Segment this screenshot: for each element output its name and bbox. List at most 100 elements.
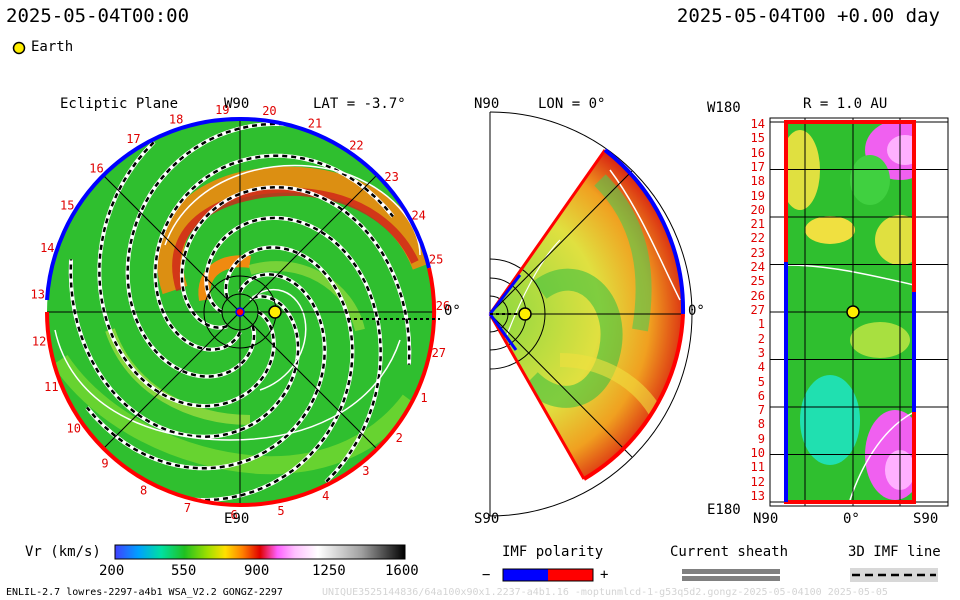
model-footer: ENLIL-2.7 lowres-2297-a4b1 WSA_V2.2 GONG… (6, 587, 283, 598)
ecliptic-right-angle: 0° (444, 303, 461, 319)
carrington-tick: 21 (308, 116, 322, 130)
at-earth-y-tick: 22 (750, 231, 765, 246)
at-earth-y-tick: 24 (750, 260, 765, 275)
at-earth-top-label: W180 (707, 100, 741, 116)
carrington-tick: 2 (396, 431, 403, 445)
at-earth-y-tick: 2 (757, 331, 765, 346)
imf-line (86, 273, 326, 470)
carrington-tick: 15 (60, 198, 74, 212)
at-earth-x-label-0: 0° (843, 511, 860, 527)
ecliptic-rim-positive-2 (45, 311, 241, 507)
current-sheath-label: Current sheath (670, 544, 789, 560)
earth-legend-label: Earth (31, 39, 74, 55)
at-earth-y-tick: 25 (750, 274, 765, 289)
meridional-rim-negative (603, 148, 686, 315)
at-earth-y-tick: 9 (757, 431, 765, 446)
ecliptic-rim-negative-2 (45, 116, 241, 301)
vr-tick-550: 550 (171, 563, 197, 579)
vr-tick-1250: 1250 (312, 563, 346, 579)
meridional-texture (504, 169, 681, 424)
ecliptic-title: Ecliptic Plane (60, 96, 179, 112)
at-earth-y-tick: 8 (757, 417, 765, 432)
at-earth-y-tick: 14 (750, 117, 765, 131)
at-earth-y-tick: 12 (750, 474, 765, 489)
imf-minus-label: − (482, 567, 491, 583)
carrington-tick: 20 (262, 104, 276, 118)
carrington-tick: 8 (140, 484, 147, 498)
current-sheath-swatch (682, 569, 780, 581)
imf-positive-swatch (548, 569, 593, 581)
carrington-tick: 14 (40, 241, 54, 255)
earth-legend-icon (12, 41, 26, 55)
meridional-rim-positive (582, 313, 685, 481)
meridional-lon-label: LON = 0° (538, 96, 606, 112)
carrington-tick: 1 (420, 391, 427, 405)
at-earth-y-tick: 18 (750, 174, 765, 189)
ecliptic-panel (45, 116, 440, 508)
at-earth-y-tick: 20 (750, 202, 765, 217)
imf-polarity-label: IMF polarity (502, 544, 604, 560)
carrington-tick: 3 (362, 464, 369, 478)
carrington-tick: 10 (66, 421, 80, 435)
at-earth-y-tick: 13 (750, 489, 765, 503)
at-earth-r-label: R = 1.0 AU (803, 96, 888, 112)
at-earth-y-tick: 6 (757, 388, 765, 403)
imf-line (154, 154, 394, 351)
meridional-right-angle: 0° (688, 303, 705, 319)
at-earth-y-tick: 23 (750, 245, 765, 260)
at-earth-y-tick: 19 (750, 188, 765, 203)
at-earth-y-tick: 10 (750, 446, 765, 461)
carrington-tick: 26 (436, 299, 450, 313)
vr-label: Vr (km/s) (25, 544, 101, 560)
carrington-tick: 22 (349, 139, 363, 153)
at-earth-y-tick: 15 (750, 131, 765, 146)
carrington-tick: 17 (126, 132, 140, 146)
at-earth-panel (769, 117, 949, 507)
imf-line-label: 3D IMF line (848, 544, 941, 560)
carrington-tick: 5 (277, 504, 284, 518)
carrington-tick: 7 (184, 501, 191, 515)
carrington-tick: 4 (322, 489, 329, 503)
at-earth-y-tick: 21 (750, 217, 765, 232)
at-earth-y-tick: 11 (750, 460, 765, 475)
vr-tick-900: 900 (244, 563, 270, 579)
ecliptic-carrington-ticks: 19 20212223242526271234567891011121314151… (31, 103, 451, 522)
carrington-tick: 27 (432, 346, 446, 360)
ecliptic-top-label: W90 (224, 96, 250, 112)
at-earth-y-tick: 3 (757, 345, 765, 360)
at-earth-y-tick: 1 (757, 317, 765, 332)
imf-line (180, 185, 411, 365)
at-earth-y-tick: 16 (750, 145, 765, 160)
ecliptic-lat-label: LAT = -3.7° (313, 96, 406, 112)
earth-marker-meridional (518, 307, 532, 321)
at-earth-bottom-label: E180 (707, 502, 741, 518)
imf-line (126, 122, 288, 378)
meridional-panel (488, 111, 693, 517)
carrington-tick: 16 (89, 161, 103, 175)
at-earth-y-tick: 27 (750, 303, 765, 317)
vr-tick-200: 200 (99, 563, 125, 579)
meridional-edge-south (488, 313, 586, 480)
vr-colorbar (114, 544, 406, 560)
meridional-outline (489, 111, 693, 517)
carrington-tick: 11 (44, 380, 58, 394)
ecliptic-bottom-label: E90 (224, 511, 250, 527)
earth-marker-at-earth (846, 305, 860, 319)
carrington-tick: 13 (31, 287, 45, 301)
at-earth-frame (769, 117, 949, 507)
carrington-tick: 23 (384, 170, 398, 184)
imf-line (204, 216, 382, 483)
carrington-tick: 6 (230, 508, 237, 522)
imf-line (98, 141, 276, 408)
carrington-tick: 24 (411, 209, 425, 223)
at-earth-y-tick: 17 (750, 159, 765, 174)
meridional-top-label: N90 (474, 96, 500, 112)
timestamp-right: 2025-05-04T00 +0.00 day (676, 5, 940, 27)
vr-tick-1600: 1600 (385, 563, 419, 579)
carrington-tick: 25 (429, 252, 443, 266)
ecliptic-rim-negative-1 (239, 116, 431, 269)
imf-plus-label: + (600, 567, 609, 583)
at-earth-y-tick: 26 (750, 288, 765, 303)
carrington-tick: 18 (169, 112, 183, 126)
